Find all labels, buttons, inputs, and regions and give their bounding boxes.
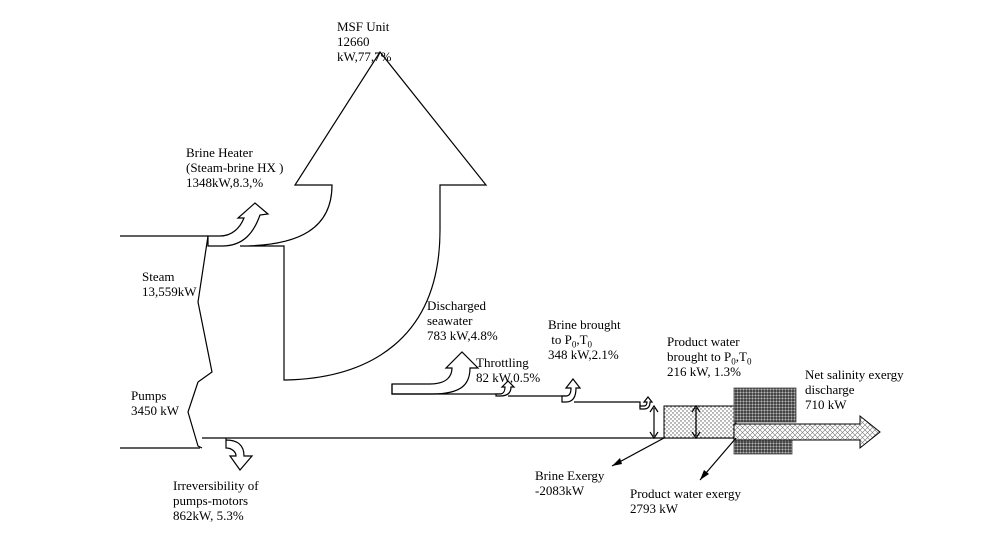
msf-unit-label: MSF Unit 12660 kW,77,7% xyxy=(337,19,392,64)
product-water-t-text: ,T xyxy=(735,349,747,364)
net-salinity-lower-block xyxy=(733,439,793,455)
net-salinity-arrow xyxy=(733,414,881,450)
pumps-irreversibility-arrow xyxy=(225,438,254,471)
brine-brought-t-sub: 0 xyxy=(587,339,593,350)
brine-block xyxy=(663,405,737,439)
product-water-exergy-pointer-head xyxy=(700,470,709,480)
discharged-seawater-arrow xyxy=(391,351,480,395)
pumps-label: Pumps 3450 kW xyxy=(131,388,180,418)
product-water-p-text: brought to P xyxy=(667,349,732,364)
steam-label: Steam 13,559kW xyxy=(142,269,197,299)
product-water-brought-label: Product water brought to P0,T0 216 kW, 1… xyxy=(667,334,752,379)
brine-to-product-line xyxy=(574,401,641,408)
brine-exergy-label: Brine Exergy -2083kW xyxy=(535,468,605,498)
irreversibility-label: Irreversibility of pumps-motors 862kW, 5… xyxy=(173,478,259,523)
net-salinity-block xyxy=(733,387,797,423)
main-flow-upper-line xyxy=(391,384,502,395)
brine-heater-label: Brine Heater (Steam-brine HX ) 1348kW,8.… xyxy=(186,145,284,190)
product-water-brought-arrow xyxy=(639,396,654,410)
net-salinity-label: Net salinity exergy discharge 710 kW xyxy=(805,367,904,412)
brine-brought-t-text: ,T xyxy=(576,332,588,347)
product-height-arrow xyxy=(691,404,701,440)
steam-flow-band xyxy=(120,235,213,383)
pumps-flow-band xyxy=(187,381,203,449)
brine-heater-loss-arrow xyxy=(207,202,270,247)
brine-brought-p-sub: 0 xyxy=(571,339,577,350)
throttling-label: Throttling 82 kW,0.5% xyxy=(476,355,541,385)
brine-exergy-pointer-head xyxy=(612,458,622,466)
brine-height-arrow xyxy=(649,404,659,440)
brine-brought-arrow xyxy=(561,378,582,403)
brine-brought-label: Brine brought to P0,T0 348 kW,2.1% xyxy=(548,317,621,362)
discharged-seawater-label: Discharged seawater 783 kW,4.8% xyxy=(427,298,498,343)
product-water-exergy-label: Product water exergy 2793 kW xyxy=(630,486,741,516)
brine-brought-p-text: to P xyxy=(551,332,572,347)
product-water-t-sub: 0 xyxy=(747,356,752,367)
product-water-p-sub: 0 xyxy=(731,356,736,367)
msf-unit-arrow xyxy=(239,50,488,381)
throttling-arrow xyxy=(495,380,516,397)
